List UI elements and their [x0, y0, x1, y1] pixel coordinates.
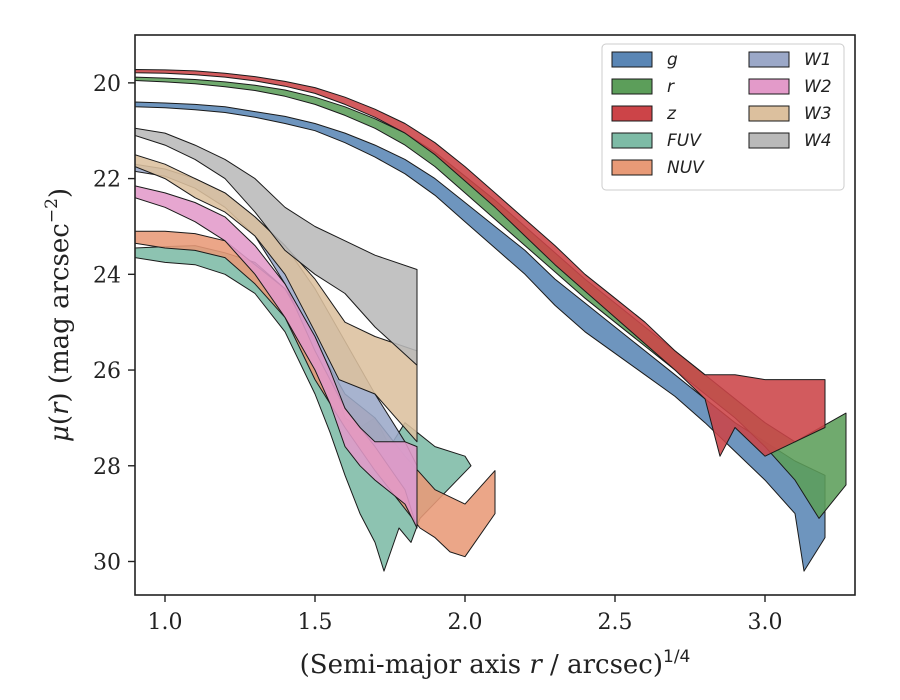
legend: grz FUV NUV W1 W2 W3 W4	[601, 43, 845, 191]
x-tick-label: 3.0	[748, 610, 783, 635]
legend-swatch-w2	[748, 78, 790, 95]
band-r	[135, 76, 847, 519]
legend-label-w3: W3	[804, 104, 832, 124]
legend-swatch-w4	[748, 132, 790, 149]
y-axis-label: μ(r) (mag arcsec−2)	[42, 188, 75, 442]
x-tick-label: 1.0	[148, 610, 183, 635]
band-w3	[135, 154, 418, 443]
x-tick-label: 2.5	[598, 610, 633, 635]
legend-swatch-w1	[748, 51, 790, 68]
y-tick-label: 22	[93, 168, 121, 193]
legend-swatch-r	[611, 78, 653, 95]
legend-swatch-nuv	[611, 159, 653, 176]
legend-label-z: z	[666, 104, 677, 124]
legend-label-w2: W2	[804, 77, 832, 97]
legend-label-r: r	[667, 77, 675, 97]
legend-swatch-w3	[748, 105, 790, 122]
y-axis-ticks: 20 22 24 26 28 30	[93, 72, 135, 575]
band-z	[135, 69, 826, 457]
legend-swatch-fuv	[611, 132, 653, 149]
legend-swatch-z	[611, 105, 653, 122]
legend-label-nuv: NUV	[667, 158, 705, 178]
plot-frame	[134, 34, 856, 596]
legend-label-fuv: FUV	[667, 131, 702, 151]
legend-label-g: g	[667, 50, 678, 70]
y-tick-label: 26	[93, 359, 121, 384]
legend-label-w1: W1	[804, 50, 832, 70]
band-g	[135, 101, 826, 572]
x-tick-label: 1.5	[298, 610, 333, 635]
x-tick-label: 2.0	[448, 610, 483, 635]
band-w2	[135, 185, 418, 529]
y-tick-label: 28	[93, 455, 121, 480]
x-axis-label: (Semi-major axis r / arcsec)1/4	[300, 647, 691, 680]
x-axis-ticks: 1.0 1.5 2.0 2.5 3.0	[148, 595, 783, 635]
y-tick-label: 20	[93, 72, 121, 97]
profile-bands	[135, 69, 847, 572]
band-w4	[135, 127, 418, 366]
y-tick-label: 30	[93, 550, 121, 575]
legend-label-w4: W4	[804, 131, 832, 151]
y-tick-label: 24	[93, 263, 121, 288]
legend-swatch-g	[611, 51, 653, 68]
